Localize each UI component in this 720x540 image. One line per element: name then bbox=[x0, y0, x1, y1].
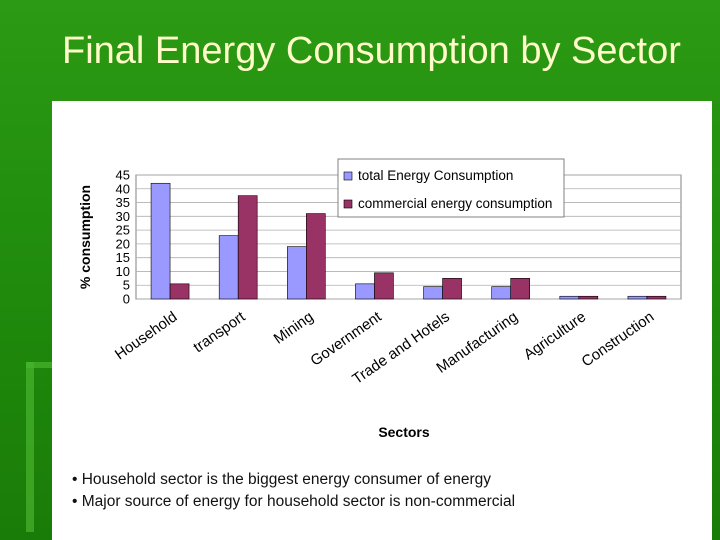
y-tick-label: 25 bbox=[116, 223, 130, 238]
y-tick-label: 20 bbox=[116, 236, 130, 251]
x-tick-label: Mining bbox=[271, 308, 317, 347]
y-tick-label: 10 bbox=[116, 264, 130, 279]
x-tick-labels: Household transport MiningGovernmentTrade … bbox=[112, 308, 657, 388]
y-tick-label: 40 bbox=[116, 181, 130, 196]
legend-label-total: total Energy Consumption bbox=[358, 168, 513, 183]
bar-total bbox=[559, 295, 580, 300]
legend-swatch-total bbox=[343, 171, 353, 181]
bar-total bbox=[627, 295, 648, 300]
x-tick-label: transport bbox=[190, 308, 249, 356]
bar-commercial bbox=[510, 278, 530, 300]
bar-commercial bbox=[169, 283, 190, 300]
x-tick-label: Agriculture bbox=[521, 308, 589, 363]
bar-total bbox=[150, 182, 171, 300]
bar-total bbox=[355, 283, 375, 300]
legend-box bbox=[337, 158, 565, 218]
bar-total bbox=[491, 286, 511, 300]
note-line-2: • Major source of energy for household s… bbox=[72, 493, 516, 510]
legend-swatch-commercial bbox=[343, 199, 353, 209]
legend: total Energy Consumption commercial ener… bbox=[337, 158, 565, 218]
notes-panel: • Household sector is the biggest energy… bbox=[52, 458, 712, 540]
y-tick-label: 0 bbox=[123, 292, 130, 307]
y-tick-label: 30 bbox=[116, 209, 130, 224]
bar-total bbox=[423, 286, 443, 300]
bar-total bbox=[218, 235, 239, 300]
x-axis-label: Sectors bbox=[378, 424, 430, 440]
y-tick-label: 15 bbox=[116, 250, 130, 265]
bar-commercial bbox=[374, 272, 394, 300]
chart-panel: 0 5 10 15 20 25 30 35 40 45 Household transport Min… bbox=[52, 101, 712, 458]
slide-title: Final Energy Consumption by Sector bbox=[62, 30, 681, 72]
x-tick-label: Construction bbox=[578, 308, 657, 370]
note-line-1: • Household sector is the biggest energy… bbox=[72, 471, 491, 488]
bar-commercial bbox=[442, 278, 462, 300]
y-tick-label: 45 bbox=[116, 168, 130, 183]
bar-commercial bbox=[306, 213, 326, 300]
decorative-bar bbox=[26, 362, 34, 532]
bar-commercial bbox=[237, 195, 258, 300]
y-tick-label: 35 bbox=[116, 195, 130, 210]
y-tick-label: 5 bbox=[123, 278, 130, 293]
bars bbox=[150, 182, 667, 300]
legend-label-commercial: commercial energy consumption bbox=[358, 196, 552, 211]
bar-commercial bbox=[646, 295, 667, 300]
y-axis-label: % consumption bbox=[77, 185, 93, 289]
bar-commercial bbox=[578, 295, 599, 300]
x-tick-label: Household bbox=[112, 308, 180, 363]
bar-total bbox=[287, 246, 307, 300]
